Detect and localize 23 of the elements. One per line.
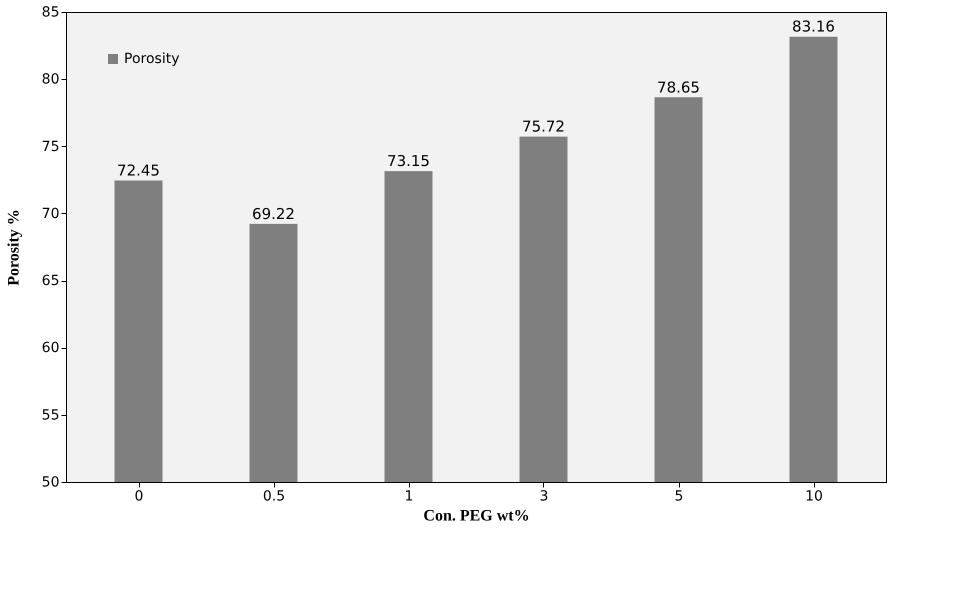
x-tick-label: 1 bbox=[404, 488, 414, 504]
y-tick-label: 85 bbox=[42, 4, 60, 20]
y-tick-label: 60 bbox=[42, 340, 60, 356]
y-axis-title: Porosity % bbox=[6, 209, 23, 286]
data-label: 69.22 bbox=[252, 204, 295, 223]
y-tick-label: 55 bbox=[42, 407, 60, 424]
data-label: 75.72 bbox=[522, 118, 565, 136]
x-tick-label: 0 bbox=[134, 488, 144, 504]
y-tick-label: 70 bbox=[42, 206, 60, 222]
y-tick-label: 50 bbox=[42, 474, 60, 490]
y-tick-label: 75 bbox=[42, 138, 60, 155]
x-tick-label: 0.5 bbox=[262, 488, 286, 504]
data-label: 72.45 bbox=[117, 162, 160, 180]
y-tick-label: 80 bbox=[42, 72, 60, 88]
legend-label: Porosity bbox=[124, 51, 180, 67]
x-tick-label: 10 bbox=[805, 488, 823, 504]
x-tick-label: 3 bbox=[540, 488, 548, 504]
x-axis-title: Con. PEG wt% bbox=[423, 508, 530, 524]
data-label: 73.15 bbox=[387, 152, 430, 170]
y-tick-label: 65 bbox=[42, 273, 60, 290]
data-label: 83.16 bbox=[792, 18, 835, 36]
data-label: 78.65 bbox=[657, 78, 700, 96]
x-tick-label: 5 bbox=[674, 488, 684, 504]
